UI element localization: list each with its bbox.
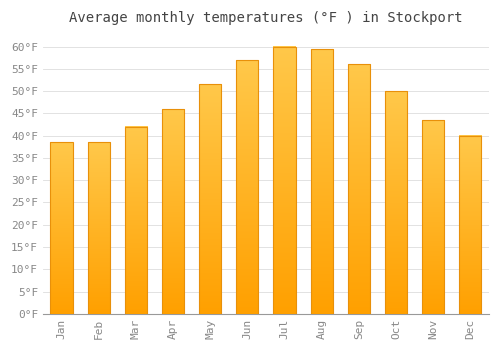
Bar xyxy=(199,84,222,314)
Bar xyxy=(88,142,110,314)
Bar xyxy=(274,47,295,314)
Bar xyxy=(310,49,333,314)
Bar xyxy=(459,136,481,314)
Bar xyxy=(162,109,184,314)
Bar xyxy=(124,127,147,314)
Bar xyxy=(422,120,444,314)
Bar xyxy=(236,60,258,314)
Bar xyxy=(348,64,370,314)
Bar xyxy=(385,91,407,314)
Bar xyxy=(50,142,72,314)
Title: Average monthly temperatures (°F ) in Stockport: Average monthly temperatures (°F ) in St… xyxy=(69,11,462,25)
